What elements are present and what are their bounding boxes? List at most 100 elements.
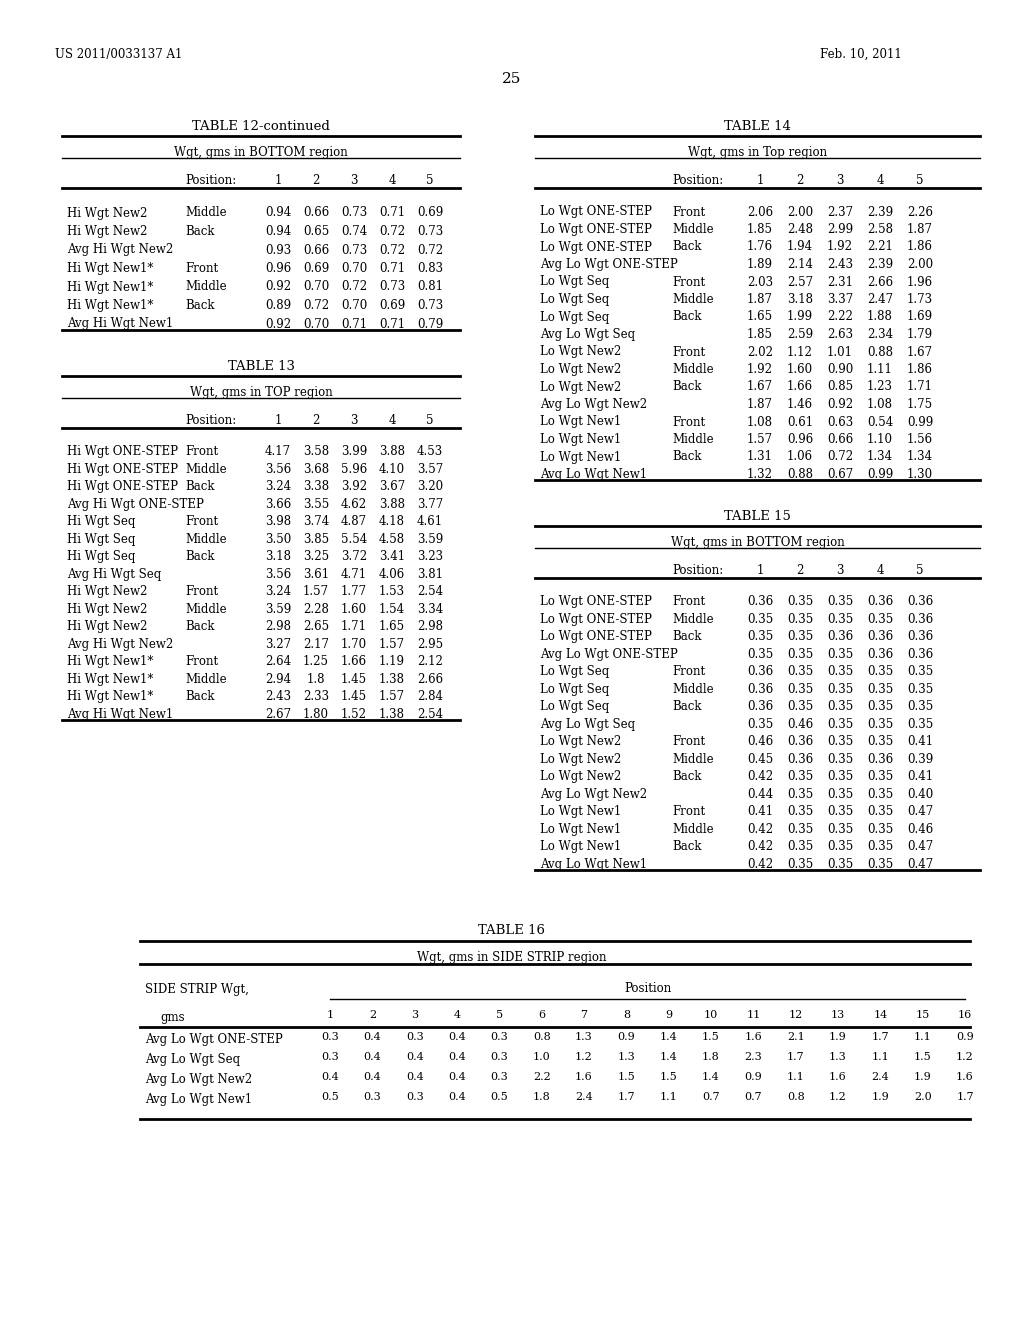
Text: 0.96: 0.96	[265, 261, 291, 275]
Text: Middle: Middle	[185, 463, 226, 475]
Text: Lo Wgt New1: Lo Wgt New1	[540, 805, 622, 818]
Text: 1.86: 1.86	[907, 240, 933, 253]
Text: 4.18: 4.18	[379, 515, 406, 528]
Text: Lo Wgt New2: Lo Wgt New2	[540, 771, 622, 783]
Text: Lo Wgt Seq: Lo Wgt Seq	[540, 310, 609, 323]
Text: 3.66: 3.66	[265, 498, 291, 511]
Text: 0.3: 0.3	[490, 1072, 508, 1082]
Text: Hi Wgt New2: Hi Wgt New2	[67, 603, 147, 615]
Text: Lo Wgt ONE-STEP: Lo Wgt ONE-STEP	[540, 206, 652, 219]
Text: 1: 1	[274, 413, 282, 426]
Text: Position:: Position:	[185, 174, 237, 187]
Text: 0.35: 0.35	[786, 841, 813, 853]
Text: 2: 2	[797, 564, 804, 577]
Text: 1.85: 1.85	[746, 223, 773, 236]
Text: 1.67: 1.67	[907, 346, 933, 359]
Text: 3.24: 3.24	[265, 585, 291, 598]
Text: 2.31: 2.31	[827, 276, 853, 289]
Text: 3: 3	[350, 174, 357, 187]
Text: Avg Lo Wgt New1: Avg Lo Wgt New1	[145, 1093, 252, 1106]
Text: 0.67: 0.67	[826, 469, 853, 480]
Text: 1.7: 1.7	[956, 1093, 974, 1102]
Text: 1.71: 1.71	[907, 380, 933, 393]
Text: 0.35: 0.35	[826, 682, 853, 696]
Text: Middle: Middle	[672, 682, 714, 696]
Text: 2.59: 2.59	[786, 327, 813, 341]
Text: 4.62: 4.62	[341, 498, 367, 511]
Text: 2.98: 2.98	[417, 620, 443, 634]
Text: Middle: Middle	[672, 433, 714, 446]
Text: 0.72: 0.72	[303, 300, 329, 312]
Text: 0.88: 0.88	[787, 469, 813, 480]
Text: 0.94: 0.94	[265, 224, 291, 238]
Text: 1.38: 1.38	[379, 708, 406, 721]
Text: 0.72: 0.72	[417, 243, 443, 256]
Text: Back: Back	[185, 300, 214, 312]
Text: 0.47: 0.47	[907, 805, 933, 818]
Text: 0.36: 0.36	[867, 648, 893, 661]
Text: 0.9: 0.9	[744, 1072, 762, 1082]
Text: 0.36: 0.36	[907, 648, 933, 661]
Text: 0.35: 0.35	[826, 595, 853, 609]
Text: 0.35: 0.35	[786, 700, 813, 713]
Text: 0.8: 0.8	[532, 1032, 551, 1043]
Text: 0.69: 0.69	[379, 300, 406, 312]
Text: 0.35: 0.35	[786, 771, 813, 783]
Text: Front: Front	[672, 276, 706, 289]
Text: 5: 5	[496, 1011, 503, 1020]
Text: 1.5: 1.5	[913, 1052, 932, 1063]
Text: 0.35: 0.35	[867, 788, 893, 801]
Text: Front: Front	[672, 735, 706, 748]
Text: 0.35: 0.35	[746, 648, 773, 661]
Text: Avg Hi Wgt New1: Avg Hi Wgt New1	[67, 708, 173, 721]
Text: 0.35: 0.35	[907, 682, 933, 696]
Text: 2.4: 2.4	[871, 1072, 889, 1082]
Text: 1.01: 1.01	[827, 346, 853, 359]
Text: Lo Wgt New2: Lo Wgt New2	[540, 752, 622, 766]
Text: 3.92: 3.92	[341, 480, 367, 494]
Text: 9: 9	[666, 1011, 672, 1020]
Text: 0.4: 0.4	[449, 1052, 466, 1063]
Text: 4.58: 4.58	[379, 533, 406, 545]
Text: Lo Wgt New1: Lo Wgt New1	[540, 822, 622, 836]
Text: gms: gms	[160, 1011, 184, 1023]
Text: 0.42: 0.42	[746, 822, 773, 836]
Text: 0.35: 0.35	[907, 718, 933, 731]
Text: Avg Lo Wgt New2: Avg Lo Wgt New2	[145, 1072, 252, 1085]
Text: Avg Lo Wgt ONE-STEP: Avg Lo Wgt ONE-STEP	[540, 648, 678, 661]
Text: 3.59: 3.59	[417, 533, 443, 545]
Text: 1.7: 1.7	[871, 1032, 889, 1043]
Text: Front: Front	[672, 416, 706, 429]
Text: 3.72: 3.72	[341, 550, 367, 564]
Text: 2.03: 2.03	[746, 276, 773, 289]
Text: 1.60: 1.60	[786, 363, 813, 376]
Text: 1.2: 1.2	[956, 1052, 974, 1063]
Text: 0.4: 0.4	[364, 1052, 381, 1063]
Text: 0.5: 0.5	[490, 1093, 508, 1102]
Text: US 2011/0033137 A1: US 2011/0033137 A1	[55, 48, 182, 61]
Text: 1.86: 1.86	[907, 363, 933, 376]
Text: 0.35: 0.35	[867, 718, 893, 731]
Text: 1.85: 1.85	[746, 327, 773, 341]
Text: 3.24: 3.24	[265, 480, 291, 494]
Text: 1.52: 1.52	[341, 708, 367, 721]
Text: 4.10: 4.10	[379, 463, 406, 475]
Text: 2.28: 2.28	[303, 603, 329, 615]
Text: 1.08: 1.08	[867, 399, 893, 411]
Text: 0.73: 0.73	[341, 243, 368, 256]
Text: 4.87: 4.87	[341, 515, 367, 528]
Text: 0.4: 0.4	[449, 1072, 466, 1082]
Text: 1.3: 1.3	[575, 1032, 593, 1043]
Text: 3.20: 3.20	[417, 480, 443, 494]
Text: 0.7: 0.7	[744, 1093, 762, 1102]
Text: 1.3: 1.3	[617, 1052, 635, 1063]
Text: 3.55: 3.55	[303, 498, 329, 511]
Text: 5: 5	[426, 413, 434, 426]
Text: 2.98: 2.98	[265, 620, 291, 634]
Text: Lo Wgt New1: Lo Wgt New1	[540, 433, 622, 446]
Text: 3.88: 3.88	[379, 445, 406, 458]
Text: Avg Lo Wgt New1: Avg Lo Wgt New1	[540, 469, 647, 480]
Text: 3.27: 3.27	[265, 638, 291, 651]
Text: 0.35: 0.35	[826, 648, 853, 661]
Text: Back: Back	[185, 480, 214, 494]
